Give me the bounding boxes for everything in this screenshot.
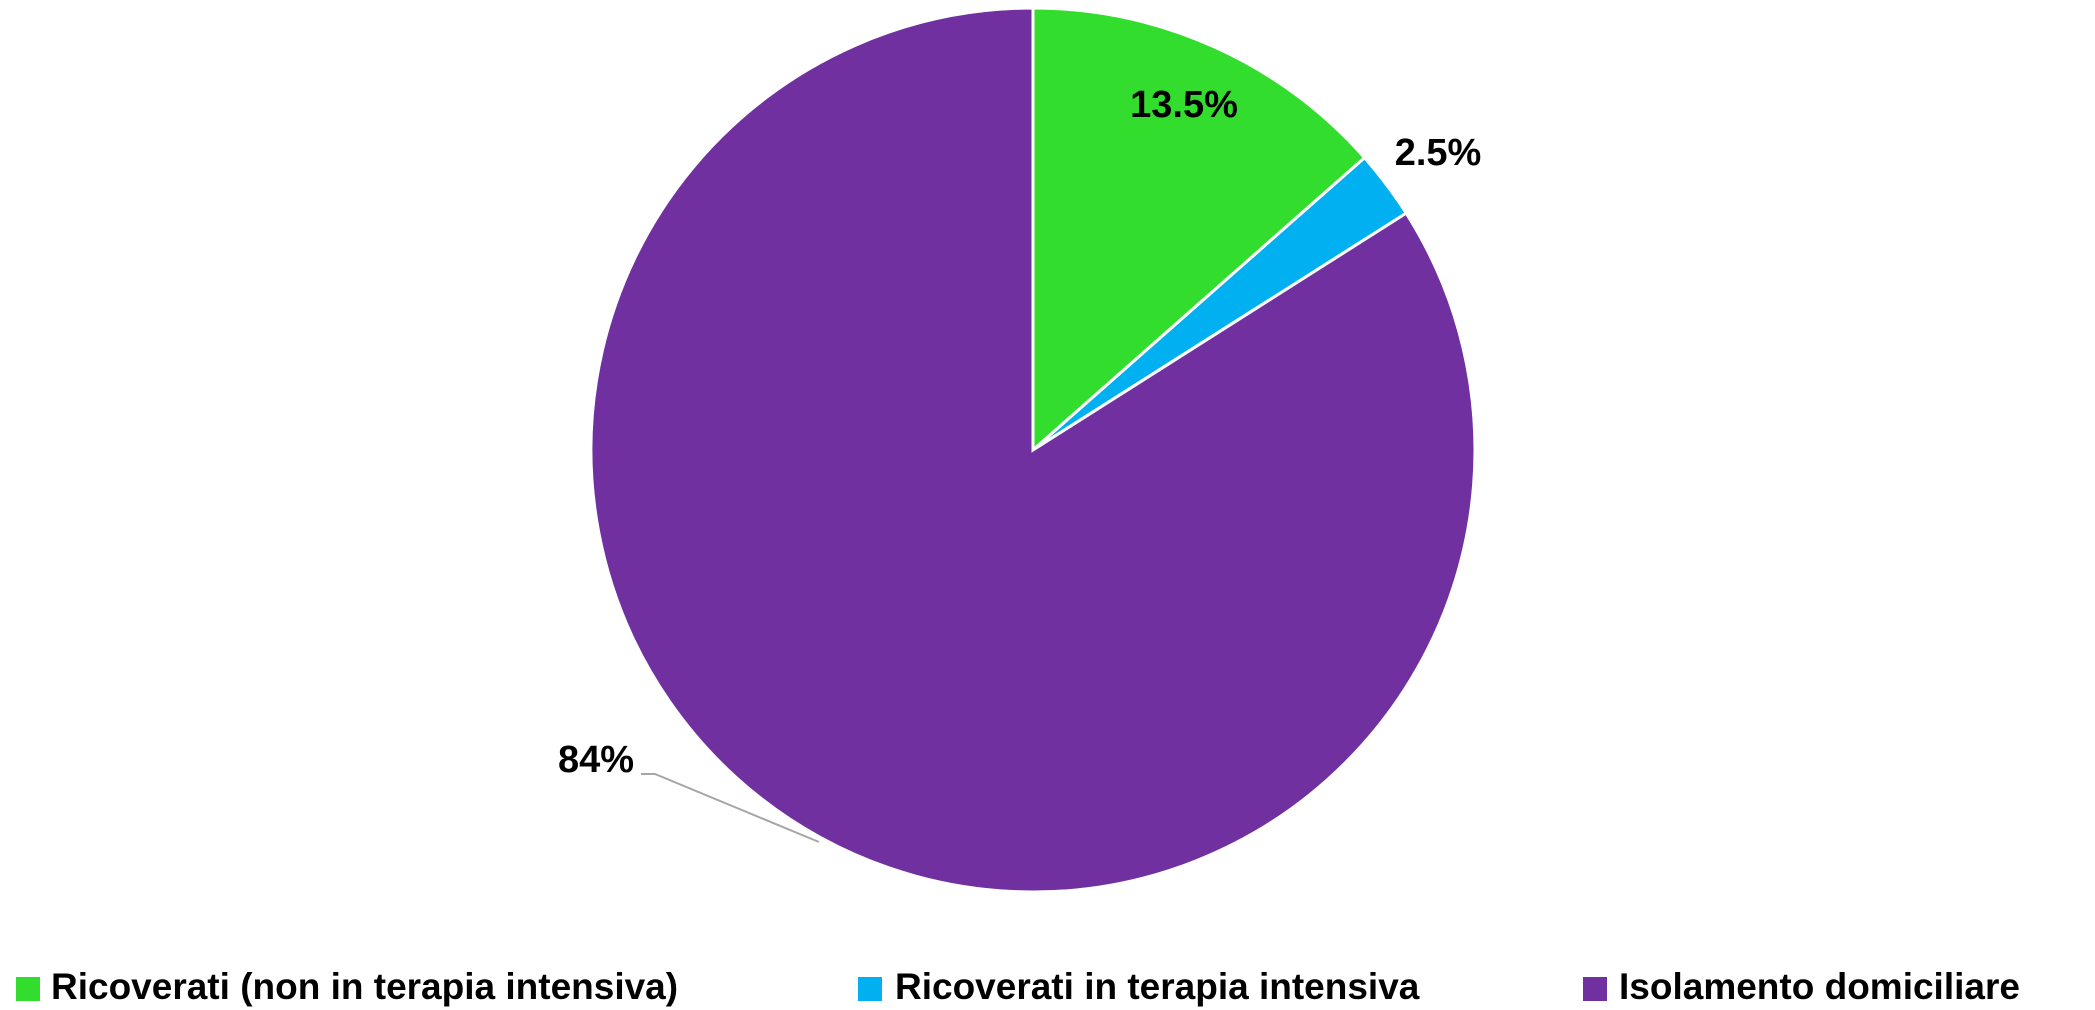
legend-label: Ricoverati in terapia intensiva	[895, 966, 1420, 1007]
leader-line	[641, 773, 820, 843]
legend-swatch	[1583, 977, 1607, 1001]
legend-label: Isolamento domiciliare	[1619, 966, 2020, 1007]
pie-slice	[589, 6, 1477, 894]
legend-swatch	[858, 977, 882, 1001]
legend-label: Ricoverati (non in terapia intensiva)	[51, 966, 678, 1007]
legend-swatch	[16, 977, 40, 1001]
data-label: 84%	[558, 739, 634, 781]
data-label: 13.5%	[1130, 84, 1238, 126]
data-label: 2.5%	[1395, 132, 1482, 174]
pie-slice	[1031, 6, 1367, 454]
